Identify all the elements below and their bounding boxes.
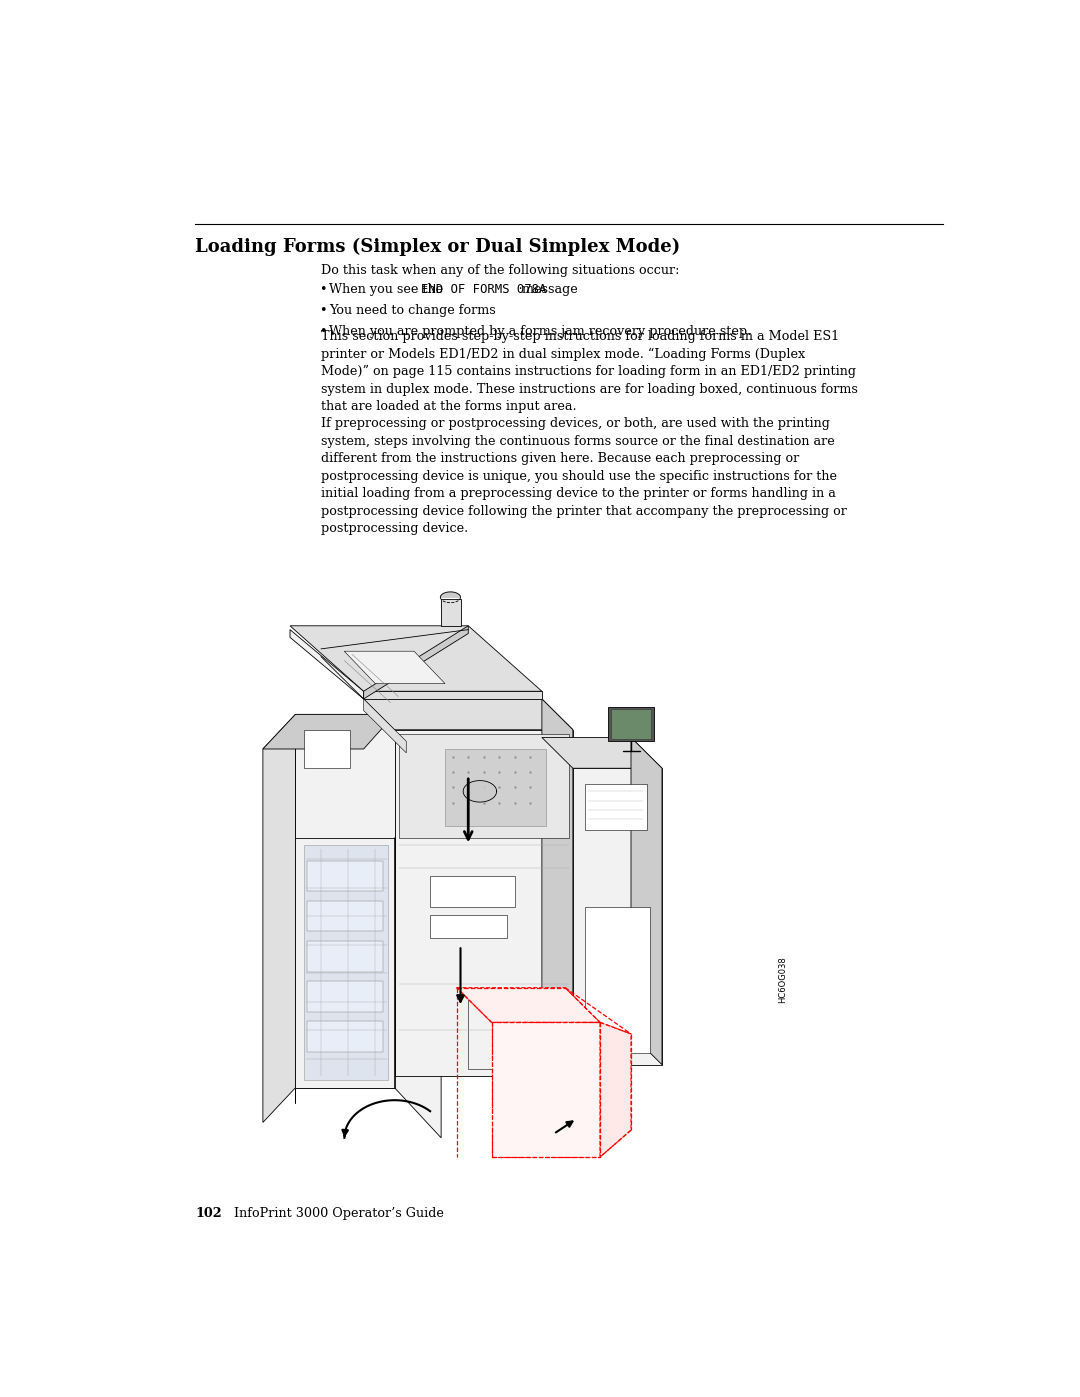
Text: END OF FORMS 078A: END OF FORMS 078A bbox=[421, 282, 546, 296]
Polygon shape bbox=[469, 999, 545, 1069]
Polygon shape bbox=[600, 1023, 631, 1157]
Text: When you see the: When you see the bbox=[329, 282, 447, 296]
Polygon shape bbox=[572, 768, 662, 1065]
Polygon shape bbox=[262, 714, 296, 1122]
Text: You need to change forms: You need to change forms bbox=[329, 303, 496, 317]
Polygon shape bbox=[394, 729, 572, 1076]
Polygon shape bbox=[445, 749, 545, 826]
Polygon shape bbox=[364, 692, 542, 698]
Text: •: • bbox=[320, 324, 326, 338]
Polygon shape bbox=[307, 1021, 383, 1052]
Polygon shape bbox=[413, 977, 426, 1007]
Polygon shape bbox=[262, 714, 394, 749]
Polygon shape bbox=[307, 981, 383, 1011]
Polygon shape bbox=[307, 861, 383, 891]
Text: message: message bbox=[518, 282, 578, 296]
Text: This section provides step-by-step instructions for loading forms in a Model ES1: This section provides step-by-step instr… bbox=[321, 330, 858, 414]
Text: Loading Forms (Simplex or Dual Simplex Mode): Loading Forms (Simplex or Dual Simplex M… bbox=[195, 237, 680, 256]
Text: •: • bbox=[320, 303, 326, 317]
Polygon shape bbox=[441, 592, 460, 598]
Polygon shape bbox=[611, 708, 651, 739]
Polygon shape bbox=[296, 838, 394, 1088]
Polygon shape bbox=[345, 651, 445, 683]
Text: Do this task when any of the following situations occur:: Do this task when any of the following s… bbox=[321, 264, 679, 278]
Polygon shape bbox=[364, 698, 406, 753]
Polygon shape bbox=[307, 901, 383, 932]
Text: InfoPrint 3000 Operator’s Guide: InfoPrint 3000 Operator’s Guide bbox=[233, 1207, 444, 1220]
Polygon shape bbox=[608, 707, 654, 742]
Text: •: • bbox=[320, 282, 326, 296]
Text: HC6OG038: HC6OG038 bbox=[778, 957, 787, 1003]
Polygon shape bbox=[307, 940, 383, 971]
Polygon shape bbox=[399, 733, 569, 838]
Polygon shape bbox=[394, 838, 441, 1137]
Polygon shape bbox=[364, 698, 572, 729]
Polygon shape bbox=[430, 915, 507, 937]
Polygon shape bbox=[457, 988, 600, 1023]
Text: When you are prompted by a forms jam recovery procedure step.: When you are prompted by a forms jam rec… bbox=[329, 324, 752, 338]
Polygon shape bbox=[364, 626, 469, 698]
Polygon shape bbox=[303, 845, 388, 1080]
Polygon shape bbox=[542, 738, 662, 768]
Polygon shape bbox=[584, 784, 647, 830]
Polygon shape bbox=[441, 599, 460, 626]
Polygon shape bbox=[291, 630, 364, 698]
Polygon shape bbox=[296, 714, 394, 1088]
Polygon shape bbox=[491, 1023, 600, 1157]
Polygon shape bbox=[542, 698, 572, 1076]
Polygon shape bbox=[430, 876, 515, 907]
Polygon shape bbox=[631, 738, 662, 1065]
Text: If preprocessing or postprocessing devices, or both, are used with the printing
: If preprocessing or postprocessing devic… bbox=[321, 418, 847, 535]
Text: 102: 102 bbox=[195, 1207, 221, 1220]
Polygon shape bbox=[584, 907, 650, 1053]
Polygon shape bbox=[291, 626, 542, 692]
Polygon shape bbox=[303, 729, 350, 768]
Polygon shape bbox=[463, 781, 497, 802]
